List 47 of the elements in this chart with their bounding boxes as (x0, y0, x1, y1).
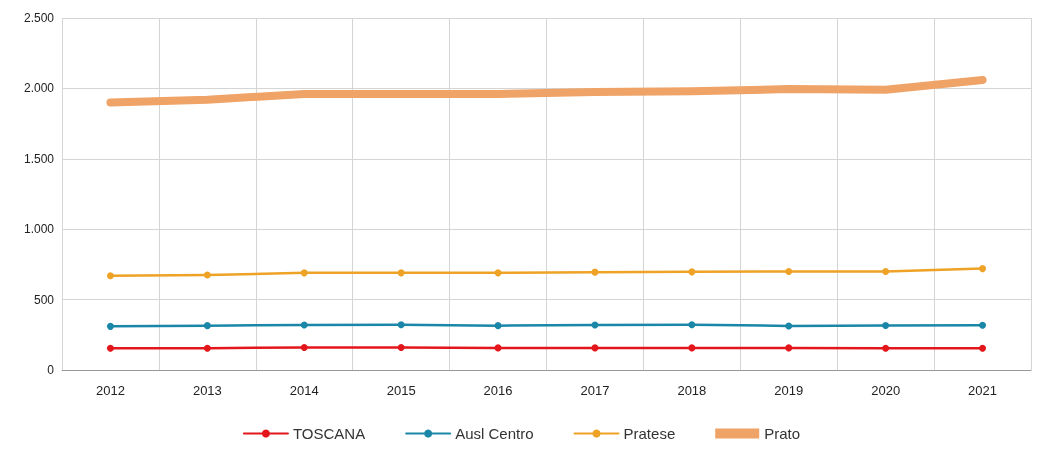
y-tick-label: 2.500 (23, 11, 55, 25)
point (882, 267, 890, 275)
point (300, 269, 308, 277)
point (300, 343, 308, 351)
point (397, 343, 405, 351)
point (494, 269, 502, 277)
legend-label: Pratese (623, 425, 676, 442)
point (203, 322, 211, 330)
x-tick-label: 2012 (95, 383, 125, 398)
legend-label: Prato (764, 425, 801, 442)
point (106, 272, 114, 280)
point (106, 322, 114, 330)
point (882, 344, 890, 352)
point (591, 268, 599, 276)
x-tick-label: 2013 (192, 383, 222, 398)
point (785, 322, 793, 330)
point (106, 344, 114, 352)
point (300, 321, 308, 329)
point (785, 267, 793, 275)
point (397, 321, 405, 329)
point (688, 344, 696, 352)
point (979, 265, 987, 273)
x-tick-label: 2015 (386, 383, 416, 398)
y-tick-label: 2.000 (23, 81, 55, 96)
point (979, 321, 987, 329)
legend-label: TOSCANA (292, 425, 366, 442)
x-tick-label: 2017 (580, 383, 610, 398)
point (688, 321, 696, 329)
y-tick-label: 500 (33, 292, 55, 307)
point (494, 322, 502, 330)
x-tick-label: 2020 (871, 383, 901, 398)
point (203, 271, 211, 279)
x-tick-label: 2019 (774, 383, 804, 398)
point (882, 322, 890, 330)
point (979, 344, 987, 352)
point (203, 344, 211, 352)
x-tick-label: 2018 (677, 383, 707, 398)
point (397, 269, 405, 277)
point (688, 268, 696, 276)
y-tick-label: 1.500 (23, 151, 55, 166)
y-tick-label: 0 (47, 363, 55, 377)
legend-label: Ausl Centro (455, 425, 534, 442)
y-tick-label: 1.000 (23, 222, 55, 237)
point (785, 344, 793, 352)
x-tick-label: 2014 (289, 383, 319, 398)
x-tick-label: 2016 (483, 383, 513, 398)
x-tick-label: 2021 (968, 383, 998, 398)
